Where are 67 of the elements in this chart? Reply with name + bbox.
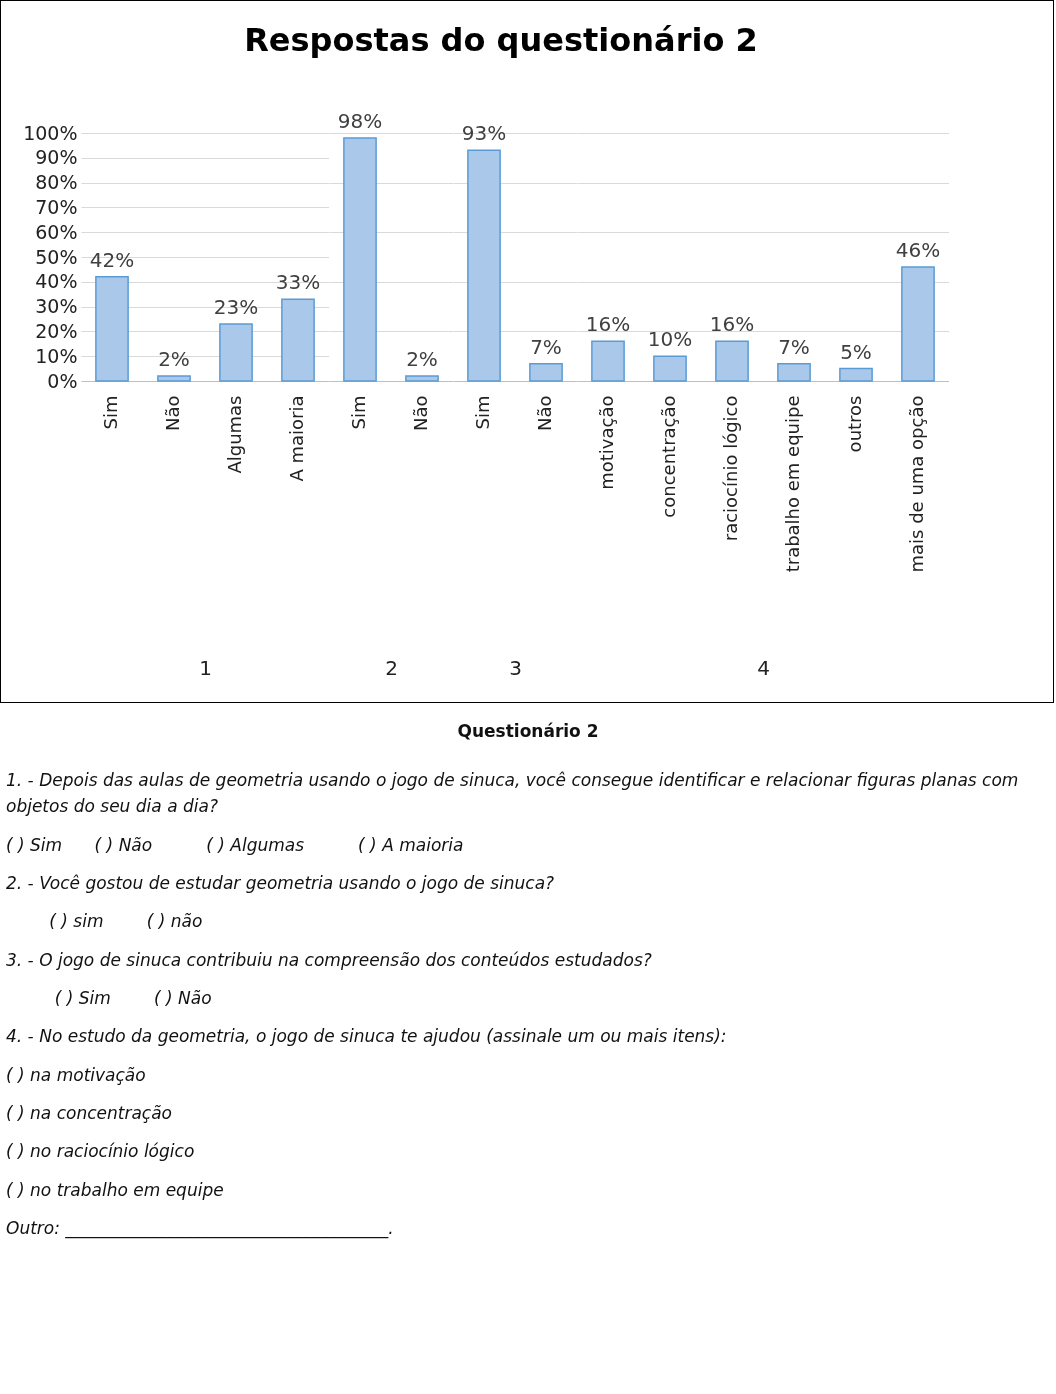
x-tick-label: motivação — [596, 395, 617, 490]
y-tick-label: 70% — [35, 195, 78, 218]
y-tick-label: 20% — [35, 319, 78, 342]
y-tick-label: 40% — [35, 270, 78, 293]
y-tick-label: 60% — [35, 220, 78, 243]
data-label: 16% — [709, 312, 755, 337]
x-tick-label: mais de uma opção — [906, 395, 927, 573]
text: Questionário 2 — [456, 721, 600, 741]
x-tick-label: Sim — [348, 395, 369, 430]
data-label: 23% — [213, 294, 259, 319]
x-axis-title: 3 — [509, 655, 522, 680]
data-label: 42% — [89, 247, 135, 272]
bar — [219, 323, 253, 382]
x-tick-label: concentração — [658, 395, 679, 518]
bar — [653, 355, 687, 382]
text: ( ) no trabalho em equipe — [6, 1178, 225, 1202]
x-tick-label: Não — [410, 395, 431, 432]
text: 4. - No estudo da geometria, o jogo de sinuca te ajudou (assinale um ou mais itens): — [6, 1025, 728, 1049]
text: ( ) Sim ( ) Não ( ) Algumas ( ) A maioria — [6, 833, 465, 857]
x-axis-title: 4 — [757, 655, 770, 680]
x-axis-title: 1 — [199, 655, 212, 680]
bar — [777, 362, 811, 382]
x-tick-label: outros — [844, 395, 865, 453]
x-tick-label: Algumas — [224, 395, 245, 474]
bar — [95, 276, 129, 382]
y-tick-label: 50% — [35, 245, 78, 268]
x-tick-label: Não — [534, 395, 555, 432]
data-label: 5% — [840, 339, 872, 364]
text: ( ) no raciocínio lógico — [6, 1140, 196, 1164]
x-tick-label: raciocínio lógico — [720, 395, 741, 542]
bar — [715, 340, 749, 382]
x-tick-label: A maioria — [286, 395, 307, 482]
x-axis-title: 2 — [385, 655, 398, 680]
data-label: 7% — [778, 334, 810, 359]
data-label: 33% — [275, 270, 321, 295]
x-tick-label: Sim — [472, 395, 493, 430]
data-label: 93% — [461, 121, 507, 146]
text: ( ) sim ( ) não — [48, 910, 204, 934]
y-tick-label: 100% — [23, 121, 78, 144]
bar — [157, 375, 191, 382]
bar — [281, 298, 315, 382]
y-tick-label: 80% — [35, 171, 78, 194]
data-label: 16% — [585, 312, 631, 337]
y-tick-label: 30% — [35, 295, 78, 318]
text: 2. - Você gostou de estudar geometria usando o jogo de sinuca? — [6, 872, 556, 896]
bar — [591, 340, 625, 382]
x-tick-label: trabalho em equipe — [782, 395, 803, 573]
text: ( ) na motivação — [6, 1063, 147, 1087]
bar — [839, 367, 873, 382]
text: Outro: ______________________________________. — [6, 1217, 395, 1241]
text: Respostas do questionário 2 — [243, 21, 759, 59]
text: ( ) na concentração — [6, 1102, 173, 1126]
text: ( ) Sim ( ) Não — [53, 987, 213, 1011]
y-tick-label: 10% — [35, 344, 78, 367]
y-tick-label: 90% — [35, 146, 78, 169]
bar — [901, 266, 935, 382]
data-label: 2% — [158, 347, 190, 372]
text: 3. - O jogo de sinuca contribuiu na compreensão dos conteúdos estudados? — [6, 948, 653, 972]
data-label: 7% — [530, 334, 562, 359]
x-tick-label: Não — [162, 395, 183, 432]
data-label: 46% — [895, 237, 941, 262]
data-label: 10% — [647, 327, 693, 352]
x-tick-label: Sim — [100, 395, 121, 430]
text: 1. - Depois das aulas de geometria usando o jogo de sinuca, você consegue identificar e relacionar figuras planas com objetos do seu dia a dia? — [6, 769, 1020, 819]
data-label: 98% — [337, 108, 383, 133]
y-tick-label: 0% — [47, 369, 78, 392]
data-label: 2% — [406, 347, 438, 372]
